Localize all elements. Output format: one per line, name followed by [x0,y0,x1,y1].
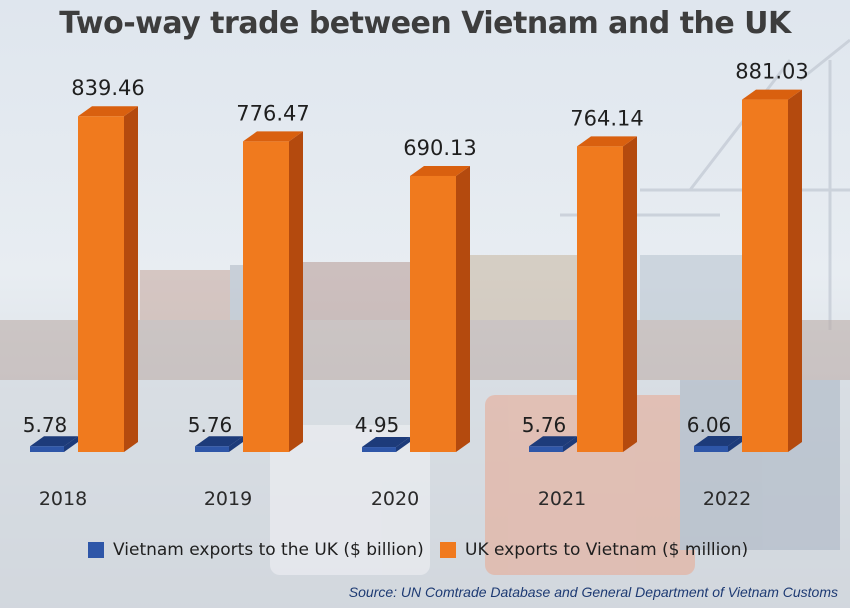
bar-uk-2022-top [742,89,802,100]
data-label-vietnam-2021: 5.76 [522,413,567,437]
data-label-uk-2022: 881.03 [735,60,808,84]
bar-uk-2019 [243,141,289,453]
source-note: Source: UN Comtrade Database and General… [348,584,838,600]
bar-uk-2019-side [289,131,303,453]
category-label-2021: 2021 [538,488,586,510]
legend-swatch-uk [440,542,456,558]
bar-uk-2022-side [788,89,802,452]
bar-uk-2021-side [623,136,637,452]
bar-vietnam-2018 [30,446,64,452]
bar-vietnam-2020-top [362,437,410,448]
legend-item-uk: UK exports to Vietnam ($ million) [440,540,748,560]
bar-uk-2021-top [577,136,637,147]
bar-uk-2020-top [410,165,470,176]
data-label-vietnam-2018: 5.78 [23,413,68,437]
bar-vietnam-2019 [195,446,229,452]
category-label-2020: 2020 [371,488,419,510]
data-label-vietnam-2019: 5.76 [188,413,233,437]
bar-uk-2018-side [124,106,138,452]
bar-uk-2018 [78,116,124,452]
bar-vietnam-2022-top [694,435,742,446]
bar-vietnam-2019-side [229,436,243,452]
legend: Vietnam exports to the UK ($ billion) UK… [0,540,850,568]
category-label-2019: 2019 [204,488,252,510]
data-label-uk-2019: 776.47 [236,101,309,125]
data-label-vietnam-2020: 4.95 [355,413,400,437]
data-label-uk-2018: 839.46 [71,76,144,100]
bar-uk-2018-top [78,106,138,117]
bar-uk-2022 [742,99,788,452]
bar-vietnam-2021-top [529,436,577,447]
legend-label-vietnam: Vietnam exports to the UK ($ billion) [113,540,424,560]
bar-vietnam-2018-side [64,436,78,452]
bar-vietnam-2019-top [195,436,243,447]
bar-uk-2021 [577,146,623,452]
bar-vietnam-2020-side [396,437,410,452]
bar-vietnam-2021-side [563,436,577,452]
bar-vietnam-2021 [529,446,563,452]
bar-vietnam-2022 [694,445,728,452]
data-label-uk-2021: 764.14 [570,106,643,130]
legend-item-vietnam: Vietnam exports to the UK ($ billion) [88,540,424,560]
bar-uk-2020 [410,175,456,452]
category-label-2018: 2018 [39,488,87,510]
legend-label-uk: UK exports to Vietnam ($ million) [465,540,749,560]
chart-title: Two-way trade between Vietnam and the UK [59,6,791,41]
bar-vietnam-2022-side [728,435,742,452]
legend-swatch-vietnam [88,542,104,558]
bar-uk-2019-top [243,131,303,142]
category-label-2022: 2022 [703,488,751,510]
data-label-vietnam-2022: 6.06 [687,413,732,437]
data-label-uk-2020: 690.13 [403,136,476,160]
bar-vietnam-2020 [362,447,396,452]
bar-uk-2020-side [456,165,470,452]
bar-vietnam-2018-top [30,436,78,447]
